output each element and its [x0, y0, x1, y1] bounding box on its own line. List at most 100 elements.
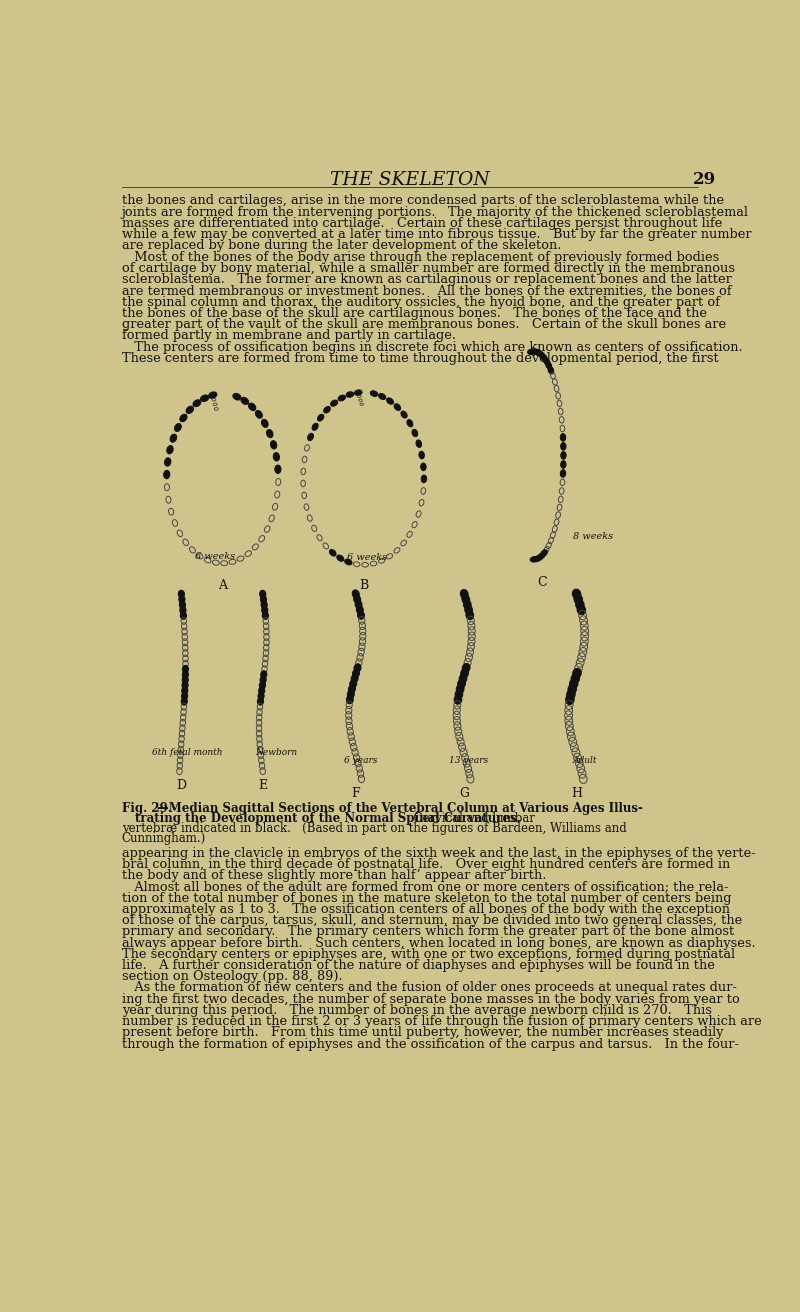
Text: Almost all bones of the adult are formed from one or more centers of ossificatio: Almost all bones of the adult are formed… [122, 880, 728, 893]
Text: The process of ossification begins in discrete foci which are known as centers o: The process of ossification begins in di… [122, 341, 742, 353]
Ellipse shape [330, 550, 336, 556]
Ellipse shape [536, 350, 542, 357]
Ellipse shape [178, 590, 185, 598]
Ellipse shape [241, 398, 249, 404]
Ellipse shape [337, 555, 344, 562]
Text: Fig. 29.: Fig. 29. [122, 802, 171, 815]
Ellipse shape [182, 670, 189, 678]
Ellipse shape [401, 411, 407, 419]
Ellipse shape [182, 681, 188, 689]
Ellipse shape [260, 676, 266, 684]
Text: greater part of the vault of the skull are membranous bones.   Certain of the sk: greater part of the vault of the skull a… [122, 318, 726, 331]
Ellipse shape [259, 681, 266, 689]
Ellipse shape [275, 464, 281, 474]
Ellipse shape [258, 693, 264, 699]
Ellipse shape [465, 605, 473, 614]
Ellipse shape [324, 407, 330, 413]
Text: E: E [258, 779, 267, 792]
Text: F: F [351, 786, 360, 799]
Text: ing the first two decades, the number of separate bone masses in the body varies: ing the first two decades, the number of… [122, 993, 739, 1006]
Ellipse shape [170, 434, 177, 442]
Ellipse shape [422, 475, 426, 483]
Ellipse shape [179, 601, 186, 609]
Text: tion of the total number of bones in the mature skeleton to the total number of : tion of the total number of bones in the… [122, 892, 731, 904]
Ellipse shape [261, 670, 267, 678]
Ellipse shape [180, 606, 186, 614]
Ellipse shape [560, 433, 566, 441]
Ellipse shape [346, 392, 354, 398]
Ellipse shape [338, 395, 346, 401]
Ellipse shape [330, 400, 338, 407]
Ellipse shape [266, 429, 273, 438]
Text: B: B [359, 579, 368, 592]
Ellipse shape [178, 596, 185, 604]
Ellipse shape [351, 674, 358, 682]
Ellipse shape [166, 446, 173, 454]
Text: while a few may be converted at a later time into fibrous tissue.   But by far t: while a few may be converted at a later … [122, 228, 751, 241]
Ellipse shape [233, 394, 241, 400]
Text: Most of the bones of the body arise through the replacement of previously formed: Most of the bones of the body arise thro… [122, 251, 719, 264]
Text: 13 years: 13 years [449, 756, 488, 765]
Ellipse shape [538, 552, 545, 559]
Ellipse shape [182, 686, 188, 694]
Text: formed partly in membrane and partly in cartilage.: formed partly in membrane and partly in … [122, 329, 456, 342]
Ellipse shape [541, 354, 547, 361]
Text: trating the Development of the Normal Spinal Curvatures.: trating the Development of the Normal Sp… [135, 812, 521, 825]
Ellipse shape [358, 611, 365, 619]
Ellipse shape [354, 664, 361, 672]
Text: 8 weeks: 8 weeks [573, 533, 613, 542]
Ellipse shape [466, 610, 474, 619]
Text: 6th fetal month: 6th fetal month [152, 748, 222, 757]
Ellipse shape [270, 441, 277, 449]
Text: —Median Sagittal Sections of the Vertebral Column at Various Ages Illus-: —Median Sagittal Sections of the Vertebr… [157, 802, 642, 815]
Text: are replaced by bone during the later development of the skeleton.: are replaced by bone during the later de… [122, 239, 561, 252]
Text: 6 years: 6 years [344, 756, 378, 765]
Ellipse shape [182, 676, 188, 684]
Text: of those of the carpus, tarsus, skull, and sternum, may be divided into two gene: of those of the carpus, tarsus, skull, a… [122, 914, 742, 928]
Ellipse shape [378, 394, 386, 400]
Text: vertebræ indicated in black.   (Based in part on the figures of Bardeen, William: vertebræ indicated in black. (Based in p… [122, 821, 626, 834]
Ellipse shape [356, 606, 363, 614]
Text: through the formation of epiphyses and the ossification of the carpus and tarsus: through the formation of epiphyses and t… [122, 1038, 738, 1051]
Ellipse shape [533, 349, 540, 354]
Ellipse shape [560, 470, 566, 478]
Ellipse shape [182, 693, 188, 699]
Text: always appear before birth.   Such centers, when located in long bones, are know: always appear before birth. Such centers… [122, 937, 755, 950]
Text: H: H [571, 786, 582, 799]
Ellipse shape [463, 600, 471, 609]
Ellipse shape [350, 680, 357, 687]
Text: Cunningham.): Cunningham.) [122, 832, 206, 845]
Ellipse shape [180, 415, 187, 422]
Text: approximately as 1 to 3.   The ossification centers of all bones of the body wit: approximately as 1 to 3. The ossificatio… [122, 903, 730, 916]
Ellipse shape [527, 349, 535, 354]
Ellipse shape [355, 601, 362, 609]
Text: THE SKELETON: THE SKELETON [330, 172, 490, 189]
Ellipse shape [258, 686, 265, 694]
Ellipse shape [568, 684, 577, 694]
Text: Newborn: Newborn [255, 748, 297, 757]
Ellipse shape [533, 556, 541, 562]
Text: the spinal column and thorax, the auditory ossicles, the hyoid bone, and the gre: the spinal column and thorax, the audito… [122, 295, 719, 308]
Text: bral column, in the third decade of postnatal life.   Over eight hundred centers: bral column, in the third decade of post… [122, 858, 730, 871]
Ellipse shape [186, 407, 194, 413]
Ellipse shape [421, 463, 426, 471]
Text: scleroblastema.   The former are known as cartilaginous or replacement bones and: scleroblastema. The former are known as … [122, 273, 731, 286]
Ellipse shape [174, 424, 182, 432]
Ellipse shape [201, 395, 209, 401]
Ellipse shape [535, 555, 543, 560]
Text: 29: 29 [693, 172, 716, 189]
Text: 6 weeks: 6 weeks [347, 554, 387, 563]
Ellipse shape [530, 556, 538, 562]
Ellipse shape [573, 668, 582, 678]
Ellipse shape [312, 424, 318, 430]
Text: life.   A further consideration of the nature of diaphyses and epiphyses will be: life. A further consideration of the nat… [122, 959, 714, 972]
Ellipse shape [407, 420, 413, 426]
Text: appearing in the clavicle in embryos of the sixth week and the last, in the epip: appearing in the clavicle in embryos of … [122, 846, 755, 859]
Ellipse shape [193, 400, 201, 407]
Text: As the formation of new centers and the fusion of older ones proceeds at unequal: As the formation of new centers and the … [122, 981, 737, 994]
Ellipse shape [455, 690, 463, 699]
Text: present before birth.   From this time until puberty, however, the number increa: present before birth. From this time unt… [122, 1026, 723, 1039]
Text: masses are differentiated into cartilage.   Certain of these cartilages persist : masses are differentiated into cartilage… [122, 216, 722, 230]
Ellipse shape [262, 611, 269, 619]
Text: the body and of these slightly more than half’ appear after birth.: the body and of these slightly more than… [122, 869, 546, 882]
